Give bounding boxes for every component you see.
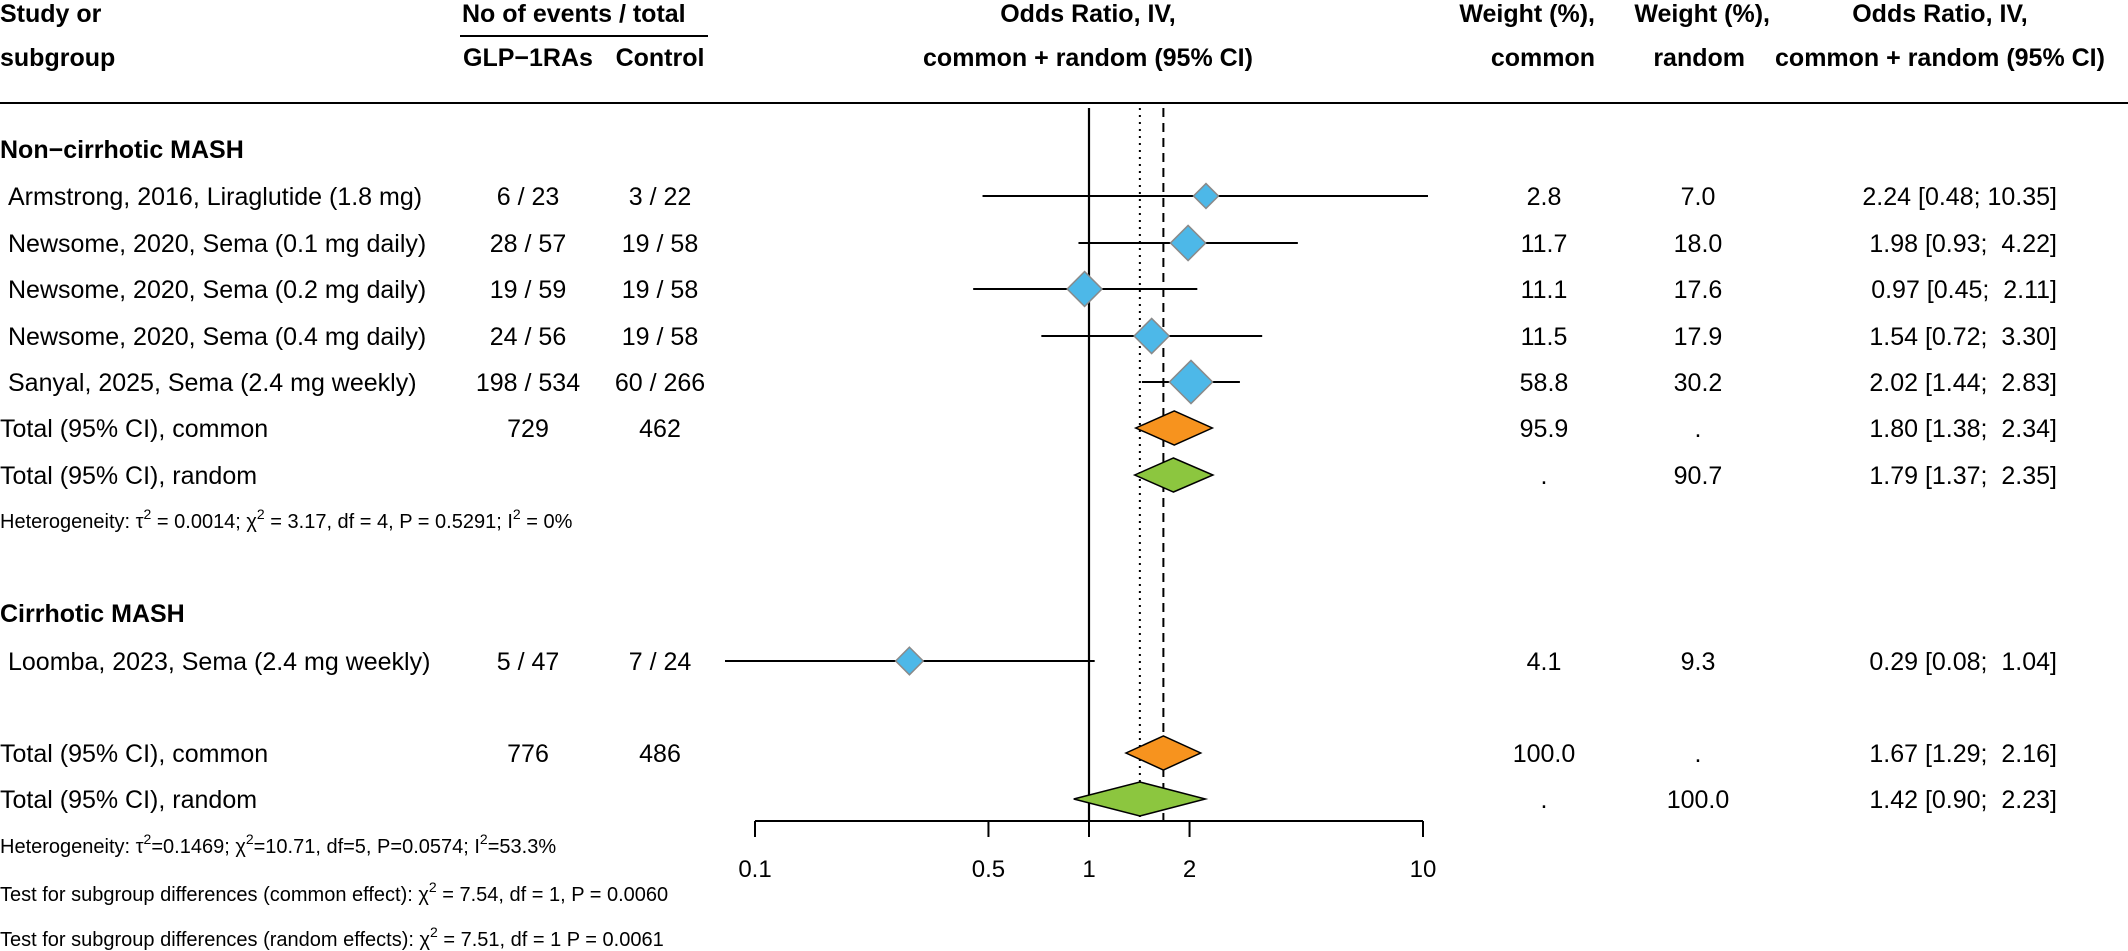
row-label: Total (95% CI), random xyxy=(0,786,257,814)
header-weight-common-line1: Weight (%), xyxy=(1459,0,1595,28)
random-summary-diamond xyxy=(1073,781,1209,817)
row-events-exp: 19 / 59 xyxy=(490,276,566,304)
row-events-ctl: 462 xyxy=(639,415,681,443)
row-weight-random: 90.7 xyxy=(1674,462,1723,490)
row-weight-random: 17.6 xyxy=(1674,276,1723,304)
row-or-text: 1.98 [0.93; 4.22] xyxy=(1869,230,2057,258)
row-weight-random: . xyxy=(1695,415,1702,443)
row-or-text: 1.54 [0.72; 3.30] xyxy=(1869,323,2057,351)
row-weight-common: 4.1 xyxy=(1527,648,1562,676)
header-or-text-line1: Odds Ratio, IV, xyxy=(1852,0,2028,28)
x-axis: 0.1 0.5 1 2 10 xyxy=(738,820,1437,883)
x-tick-label: 1 xyxy=(1082,856,1095,883)
row-weight-random: . xyxy=(1695,740,1702,768)
group-title-noncirrhotic: Non−cirrhotic MASH xyxy=(0,136,244,164)
common-summary-diamond xyxy=(1124,735,1203,771)
row-weight-random: 30.2 xyxy=(1674,369,1723,397)
row-weight-random: 18.0 xyxy=(1674,230,1723,258)
forest-rows: Armstrong, 2016, Liraglutide (1.8 mg) 6 /… xyxy=(0,183,2057,814)
row-events-exp: 28 / 57 xyxy=(490,230,566,258)
study-marker xyxy=(1169,224,1207,262)
heterogeneity-noncirrhotic: Heterogeneity: τ2 = 0.0014; χ2 = 3.17, d… xyxy=(0,506,573,533)
row-or-text: 2.24 [0.48; 10.35] xyxy=(1862,183,2057,211)
study-marker xyxy=(1192,182,1220,210)
header-events-ctl: Control xyxy=(616,44,705,72)
header-events-top: No of events / total xyxy=(462,0,686,28)
row-label: Newsome, 2020, Sema (0.4 mg daily) xyxy=(8,323,426,351)
row-events-ctl: 19 / 58 xyxy=(622,323,698,351)
row-events-ctl: 19 / 58 xyxy=(622,230,698,258)
row-events-exp: 729 xyxy=(507,415,549,443)
row-events-exp: 198 / 534 xyxy=(476,369,580,397)
forest-plot-lines xyxy=(1087,108,1165,821)
row-weight-common: 100.0 xyxy=(1513,740,1576,768)
study-marker xyxy=(894,646,925,676)
row-weight-random: 17.9 xyxy=(1674,323,1723,351)
study-marker xyxy=(1168,359,1214,405)
row-label: Sanyal, 2025, Sema (2.4 mg weekly) xyxy=(8,369,417,397)
row-weight-common: 95.9 xyxy=(1520,415,1569,443)
row-or-text: 0.97 [0.45; 2.11] xyxy=(1871,276,2057,304)
test-subgroup-random: Test for subgroup differences (random ef… xyxy=(0,924,664,951)
row-weight-random: 100.0 xyxy=(1667,786,1730,814)
row-or-text: 1.42 [0.90; 2.23] xyxy=(1869,786,2057,814)
row-events-ctl: 3 / 22 xyxy=(629,183,692,211)
row-weight-common: 11.5 xyxy=(1521,323,1568,351)
header-weight-common-line2: common xyxy=(1491,44,1595,72)
heterogeneity-overall: Heterogeneity: τ2=0.1469; χ2=10.71, df=5… xyxy=(0,831,556,858)
row-events-exp: 6 / 23 xyxy=(497,183,560,211)
header-study-line1: Study or xyxy=(0,0,102,28)
row-weight-common: . xyxy=(1541,462,1548,490)
row-label: Total (95% CI), common xyxy=(0,740,268,768)
row-weight-random: 7.0 xyxy=(1681,183,1716,211)
header-or-line1: Odds Ratio, IV, xyxy=(1000,0,1176,28)
row-or-text: 2.02 [1.44; 2.83] xyxy=(1869,369,2057,397)
header-weight-random-line1: Weight (%), xyxy=(1634,0,1770,28)
common-summary-diamond xyxy=(1133,410,1215,446)
row-label: Total (95% CI), random xyxy=(0,462,257,490)
row-events-exp: 5 / 47 xyxy=(497,648,560,676)
row-events-ctl: 60 / 266 xyxy=(615,369,705,397)
row-label: Newsome, 2020, Sema (0.1 mg daily) xyxy=(8,230,426,258)
row-label: Armstrong, 2016, Liraglutide (1.8 mg) xyxy=(8,183,422,211)
row-weight-common: 58.8 xyxy=(1520,369,1569,397)
x-tick-label: 10 xyxy=(1410,856,1437,883)
row-weight-common: 2.8 xyxy=(1527,183,1562,211)
row-weight-random: 9.3 xyxy=(1681,648,1716,676)
header-events-exp: GLP−1RAs xyxy=(463,44,593,72)
forest-marks xyxy=(725,182,1428,817)
x-tick-label: 2 xyxy=(1183,856,1196,883)
row-events-exp: 776 xyxy=(507,740,549,768)
random-summary-diamond xyxy=(1132,457,1215,493)
row-events-ctl: 486 xyxy=(639,740,681,768)
x-tick-label: 0.1 xyxy=(738,856,771,883)
x-tick-label: 0.5 xyxy=(972,856,1005,883)
row-weight-common: 11.1 xyxy=(1521,276,1568,304)
row-or-text: 0.29 [0.08; 1.04] xyxy=(1869,648,2057,676)
header-or-text-line2: common + random (95% CI) xyxy=(1775,44,2105,72)
study-marker xyxy=(1066,270,1104,308)
study-marker xyxy=(1133,317,1171,355)
row-or-text: 1.67 [1.29; 2.16] xyxy=(1869,740,2057,768)
row-events-ctl: 7 / 24 xyxy=(629,648,692,676)
header-or-line2: common + random (95% CI) xyxy=(923,44,1253,72)
row-or-text: 1.80 [1.38; 2.34] xyxy=(1869,415,2057,443)
row-label: Loomba, 2023, Sema (2.4 mg weekly) xyxy=(8,648,430,676)
row-label: Total (95% CI), common xyxy=(0,415,268,443)
group-title-cirrhotic: Cirrhotic MASH xyxy=(0,600,185,628)
row-weight-common: 11.7 xyxy=(1521,230,1568,258)
row-weight-common: . xyxy=(1541,786,1548,814)
row-events-exp: 24 / 56 xyxy=(490,323,566,351)
row-label: Newsome, 2020, Sema (0.2 mg daily) xyxy=(8,276,426,304)
header-weight-random-line2: random xyxy=(1653,44,1745,72)
row-events-ctl: 19 / 58 xyxy=(622,276,698,304)
row-or-text: 1.79 [1.37; 2.35] xyxy=(1869,462,2057,490)
header-study-line2: subgroup xyxy=(0,44,115,72)
test-subgroup-common: Test for subgroup differences (common ef… xyxy=(0,879,668,906)
